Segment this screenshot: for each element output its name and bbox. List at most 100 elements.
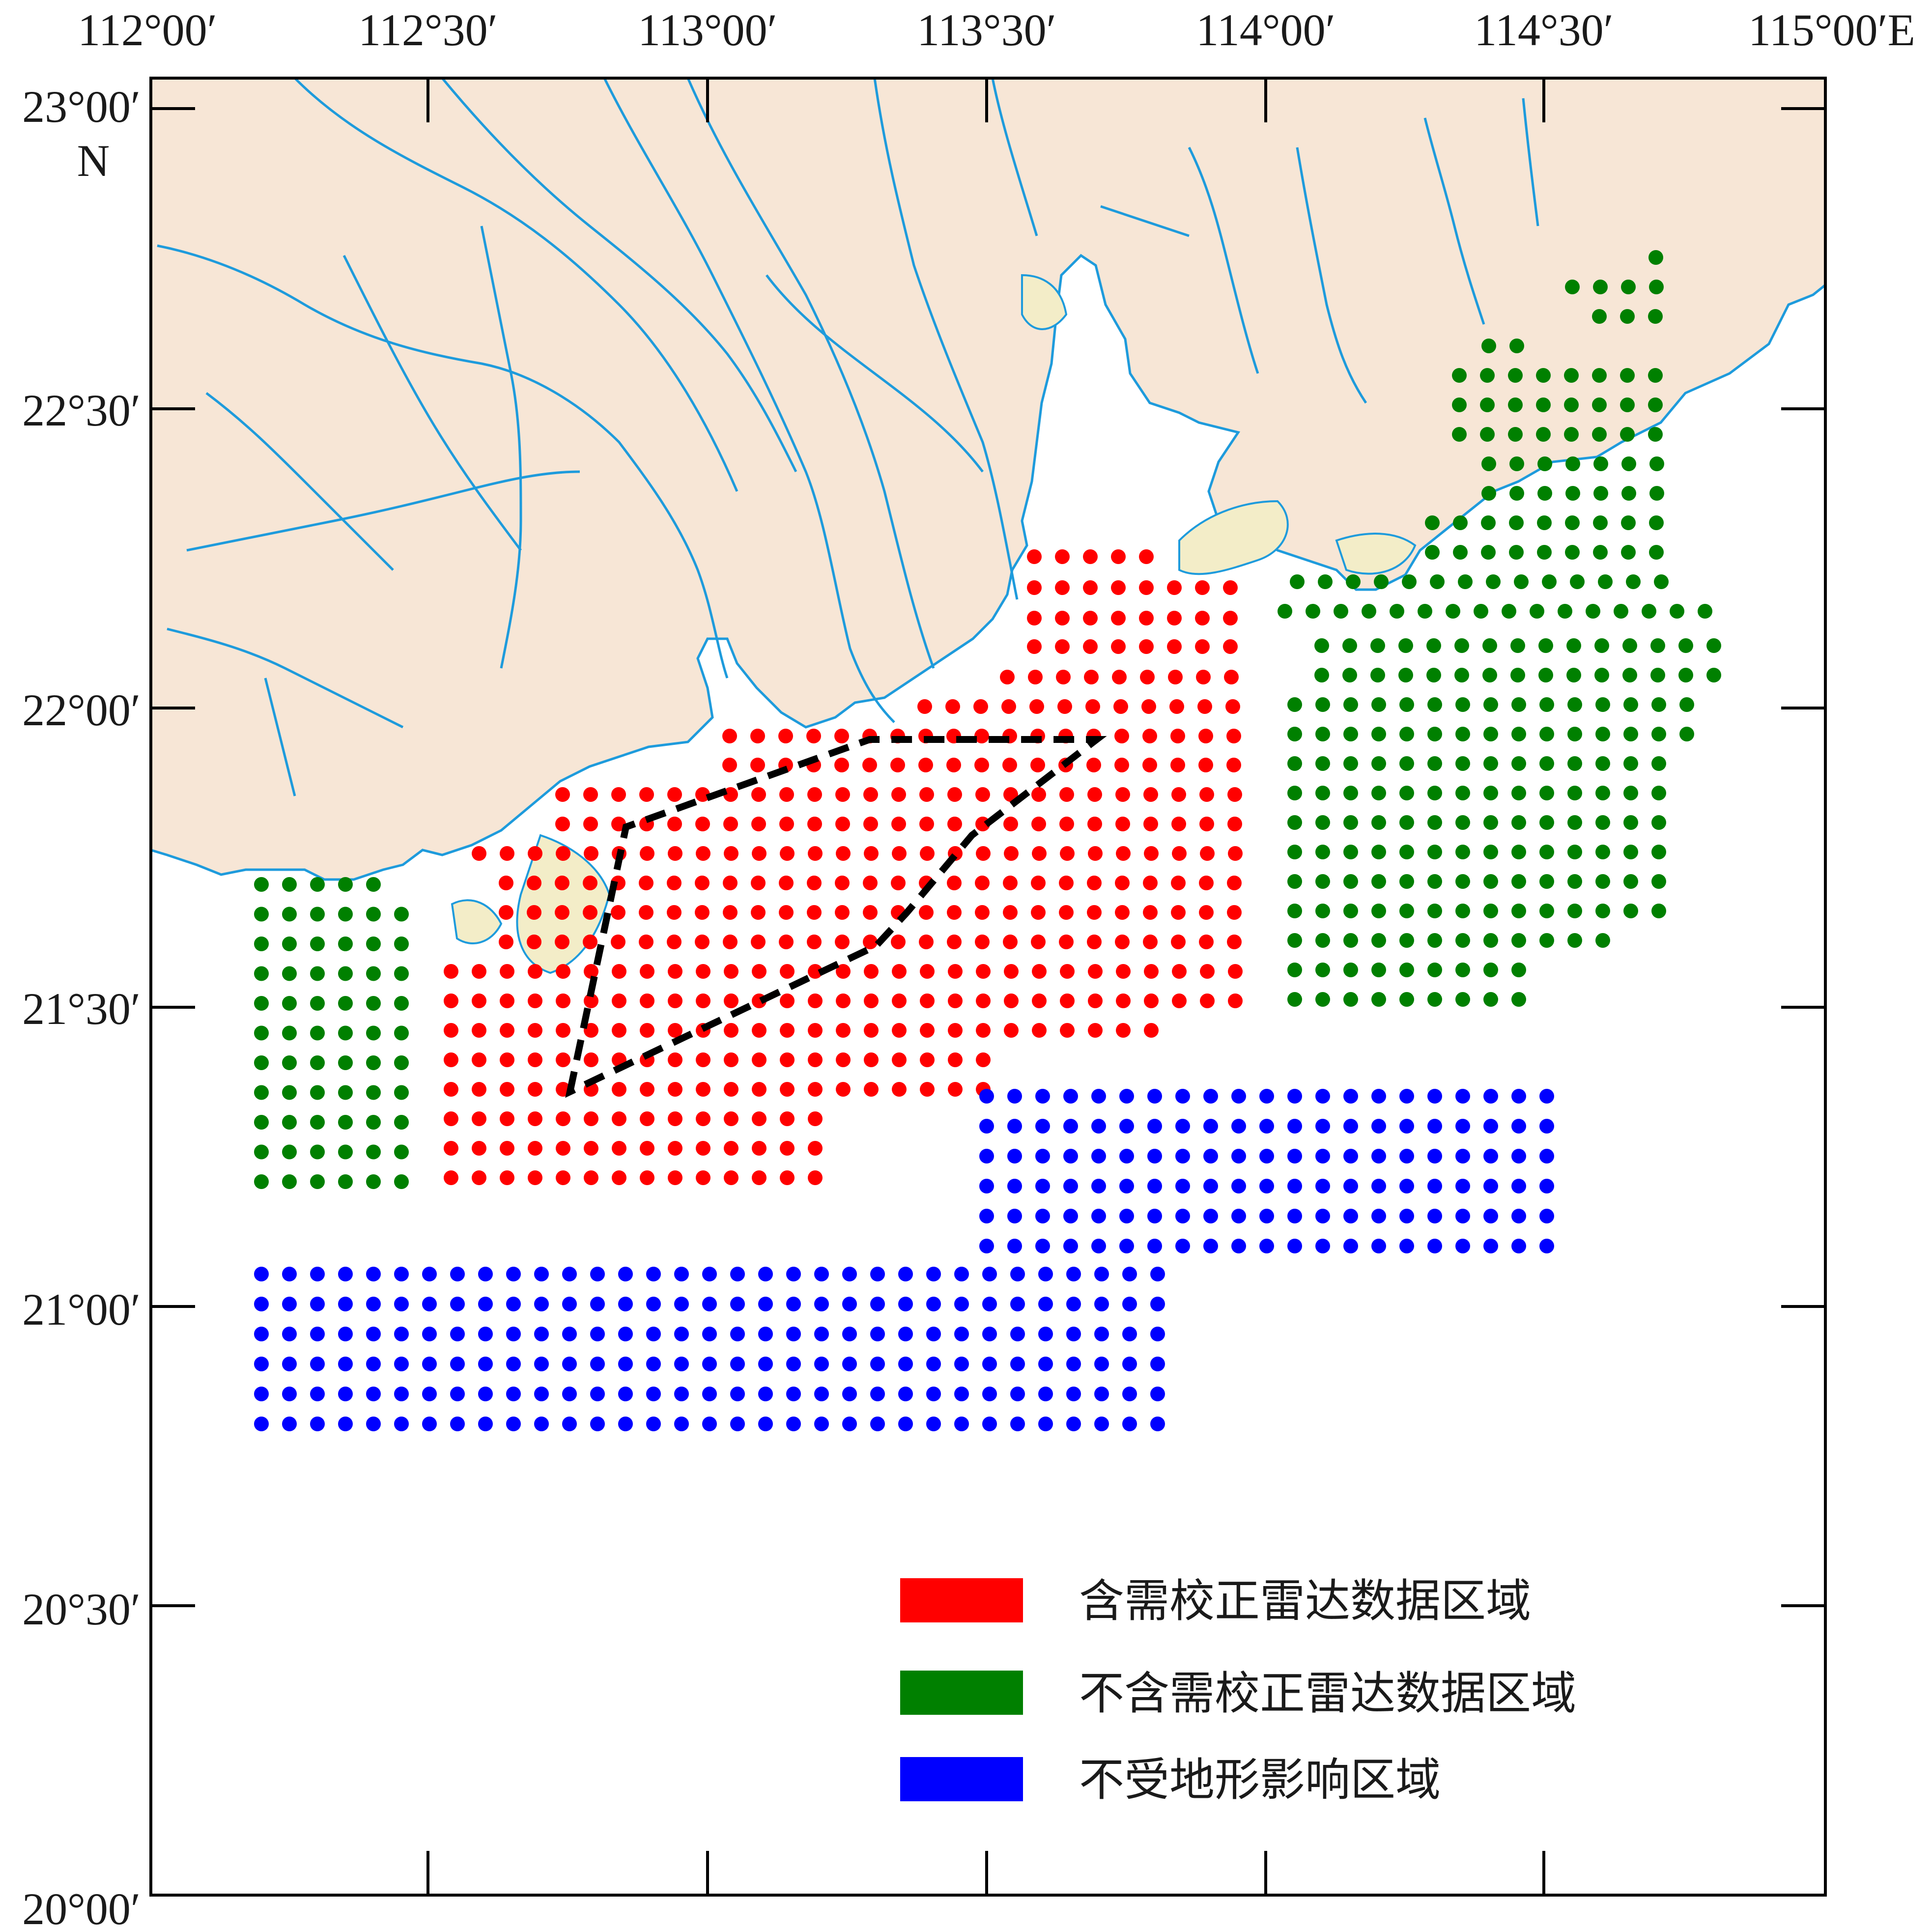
grid-point xyxy=(1032,993,1047,1008)
grid-point xyxy=(1648,397,1663,412)
grid-point xyxy=(1170,729,1185,743)
grid-point xyxy=(1650,638,1665,653)
grid-point xyxy=(1056,670,1071,684)
grid-point xyxy=(1114,758,1129,772)
grid-point xyxy=(954,1267,969,1281)
grid-point xyxy=(1139,611,1154,625)
grid-point xyxy=(1315,1179,1330,1193)
grid-point xyxy=(835,817,850,831)
grid-point xyxy=(1514,574,1529,589)
grid-point xyxy=(254,1267,269,1281)
grid-point xyxy=(808,964,823,979)
grid-point xyxy=(1623,815,1638,830)
grid-point xyxy=(646,1297,661,1311)
grid-point xyxy=(1171,817,1186,831)
grid-point xyxy=(528,1111,542,1126)
grid-point xyxy=(1227,935,1242,949)
grid-point xyxy=(780,1023,795,1038)
grid-point xyxy=(1139,580,1154,595)
grid-point xyxy=(668,993,682,1008)
grid-point xyxy=(1511,963,1526,977)
grid-point xyxy=(1427,727,1442,741)
grid-point xyxy=(898,1417,913,1431)
grid-point xyxy=(640,1141,654,1156)
grid-point xyxy=(499,935,513,949)
grid-point xyxy=(1427,933,1442,948)
grid-point xyxy=(751,787,766,802)
grid-point xyxy=(898,1327,913,1341)
grid-point xyxy=(366,1327,381,1341)
grid-point xyxy=(1203,1239,1218,1253)
grid-point xyxy=(948,993,963,1008)
grid-point xyxy=(1115,876,1130,890)
grid-point xyxy=(1370,638,1385,653)
grid-point xyxy=(1259,1179,1274,1193)
grid-point xyxy=(1621,486,1636,501)
grid-point xyxy=(1066,1297,1081,1311)
grid-point xyxy=(1150,1357,1165,1371)
grid-point xyxy=(1511,992,1526,1007)
grid-point xyxy=(1620,368,1635,383)
grid-point xyxy=(1038,1417,1053,1431)
grid-point xyxy=(1620,397,1635,412)
x-tick-label: 112°30′ xyxy=(358,5,498,55)
grid-point xyxy=(1035,1209,1050,1223)
grid-point xyxy=(779,817,794,831)
grid-point xyxy=(1592,397,1607,412)
grid-point xyxy=(1010,1267,1025,1281)
grid-point xyxy=(807,935,822,949)
grid-point xyxy=(948,964,963,979)
grid-point xyxy=(1143,787,1158,802)
grid-point xyxy=(758,1417,773,1431)
grid-point xyxy=(1063,1179,1078,1193)
grid-point xyxy=(1649,486,1664,501)
grid-point xyxy=(1594,668,1609,682)
grid-point xyxy=(1290,574,1305,589)
grid-point xyxy=(834,758,849,772)
grid-point xyxy=(780,846,795,861)
grid-point xyxy=(338,966,353,981)
grid-point xyxy=(450,1387,465,1401)
grid-point xyxy=(1651,727,1666,741)
grid-point xyxy=(1227,787,1242,802)
grid-point xyxy=(1088,1023,1103,1038)
grid-point xyxy=(1455,963,1470,977)
grid-point xyxy=(751,876,766,890)
grid-point xyxy=(1371,1179,1386,1193)
grid-point xyxy=(338,1297,353,1311)
grid-point xyxy=(1482,668,1497,682)
grid-point xyxy=(1371,697,1386,712)
grid-point xyxy=(947,787,962,802)
grid-point xyxy=(1055,549,1070,564)
grid-point xyxy=(1427,1149,1442,1164)
grid-point xyxy=(394,1025,409,1041)
grid-point xyxy=(310,1055,325,1070)
grid-point xyxy=(1539,786,1554,800)
grid-point xyxy=(422,1387,437,1401)
grid-point xyxy=(528,964,542,979)
y-tick-label: 22°00′ xyxy=(22,685,141,735)
grid-point xyxy=(584,964,598,979)
grid-point xyxy=(863,817,878,831)
legend-label-corrected: 含需校正雷达数据区域 xyxy=(1079,1575,1531,1627)
grid-point xyxy=(1315,727,1330,741)
grid-point xyxy=(1399,697,1414,712)
grid-point xyxy=(1371,815,1386,830)
grid-point xyxy=(1066,1267,1081,1281)
grid-point xyxy=(814,1327,829,1341)
grid-point xyxy=(758,1267,773,1281)
grid-point xyxy=(1287,697,1302,712)
grid-point xyxy=(842,1387,857,1401)
grid-point xyxy=(1226,758,1241,772)
grid-point xyxy=(1399,992,1414,1007)
grid-point xyxy=(1315,1209,1330,1223)
grid-point xyxy=(920,1023,935,1038)
grid-point xyxy=(1427,992,1442,1007)
grid-point xyxy=(926,1297,941,1311)
grid-point xyxy=(472,1111,486,1126)
grid-point xyxy=(1315,1239,1330,1253)
grid-point xyxy=(478,1327,493,1341)
grid-point xyxy=(1481,515,1496,530)
grid-point xyxy=(444,1023,458,1038)
grid-point xyxy=(946,758,961,772)
